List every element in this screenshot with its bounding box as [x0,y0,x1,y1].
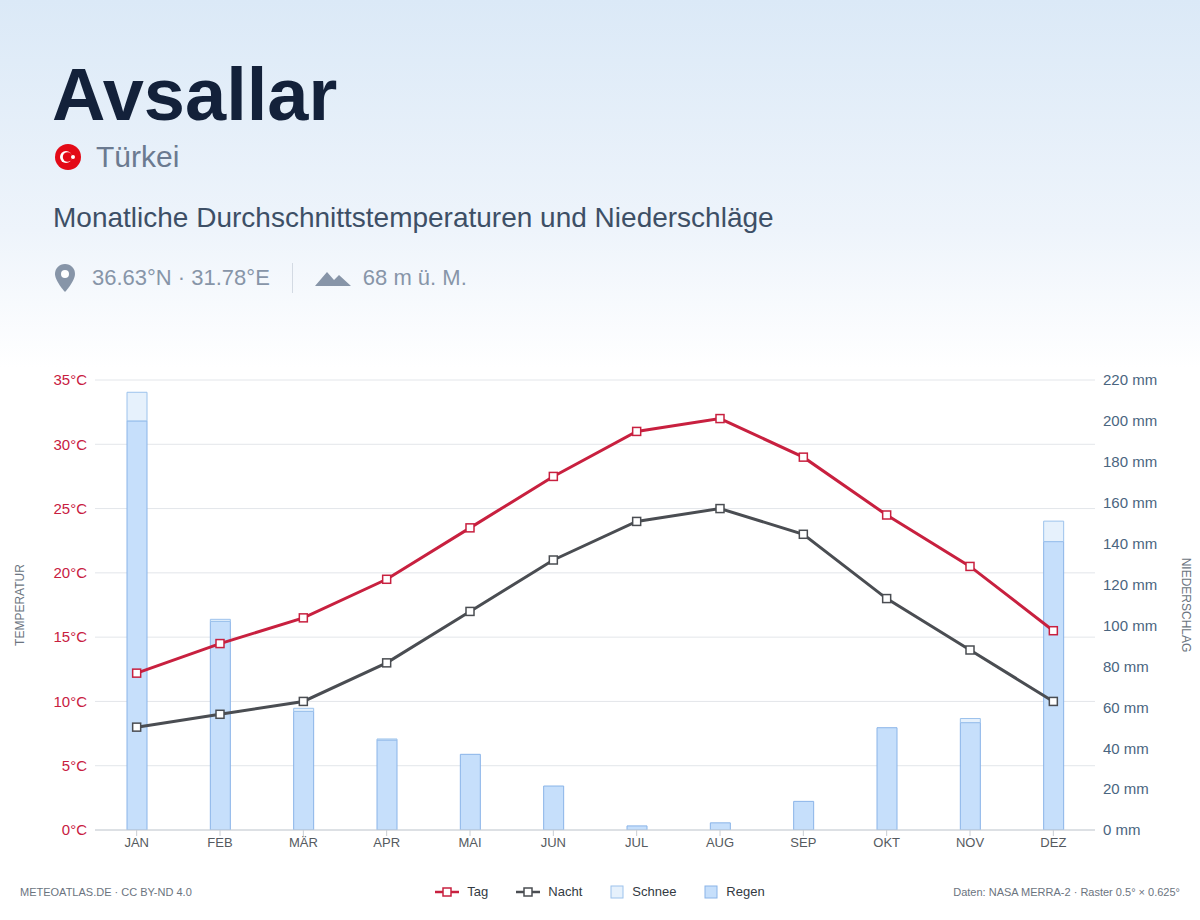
svg-text:160 mm: 160 mm [1103,494,1157,511]
svg-text:AUG: AUG [706,835,734,850]
html-text:METEOATLAS.DE · CC BY-ND 4.0: METEOATLAS.DE · CC BY-ND 4.0 [20,886,192,898]
html-text:Nacht: Nacht [548,884,583,899]
html-text:Schnee: Schnee [632,884,677,899]
svg-text:80 mm: 80 mm [1103,658,1149,675]
svg-text:20°C: 20°C [53,564,87,581]
svg-text:35°C: 35°C [53,371,87,388]
html-text:Avsallar: Avsallar [52,53,338,136]
html-text:Türkei: Türkei [96,140,180,173]
svg-text:SEP: SEP [790,835,816,850]
svg-text:40 mm: 40 mm [1103,740,1149,757]
svg-text:220 mm: 220 mm [1103,371,1157,388]
svg-text:120 mm: 120 mm [1103,576,1157,593]
svg-text:25°C: 25°C [53,500,87,517]
html-text:Daten: NASA MERRA-2 · Raster 0: Daten: NASA MERRA-2 · Raster 0.5° × 0.62… [953,886,1180,898]
html-text:Regen: Regen [726,884,765,899]
html-text:Tag: Tag [467,884,489,899]
svg-text:15°C: 15°C [53,628,87,645]
html-text:68 m ü. M.: 68 m ü. M. [362,265,467,290]
svg-text:FEB: FEB [207,835,232,850]
svg-text:JUN: JUN [541,835,566,850]
svg-text:NIEDERSCHLAG: NIEDERSCHLAG [1179,558,1193,653]
svg-text:5°C: 5°C [62,757,87,774]
svg-text:200 mm: 200 mm [1103,412,1157,429]
svg-text:DEZ: DEZ [1040,835,1066,850]
html-text:36.63°N · 31.78°E: 36.63°N · 31.78°E [92,265,270,290]
html-text:Monatliche Durchschnittstemper: Monatliche Durchschnittstemperaturen und… [53,202,774,233]
svg-text:JUL: JUL [625,835,648,850]
svg-text:100 mm: 100 mm [1103,617,1157,634]
svg-text:60 mm: 60 mm [1103,699,1149,716]
svg-text:140 mm: 140 mm [1103,535,1157,552]
svg-text:20 mm: 20 mm [1103,780,1149,797]
svg-text:NOV: NOV [956,835,985,850]
svg-text:TEMPERATUR: TEMPERATUR [13,564,27,646]
svg-text:0°C: 0°C [62,821,87,838]
svg-text:MÄR: MÄR [289,835,318,850]
svg-text:JAN: JAN [124,835,149,850]
svg-text:180 mm: 180 mm [1103,453,1157,470]
svg-text:0 mm: 0 mm [1103,821,1141,838]
svg-text:10°C: 10°C [53,693,87,710]
svg-text:MAI: MAI [458,835,481,850]
svg-text:30°C: 30°C [53,436,87,453]
svg-text:APR: APR [373,835,400,850]
svg-text:OKT: OKT [873,835,900,850]
